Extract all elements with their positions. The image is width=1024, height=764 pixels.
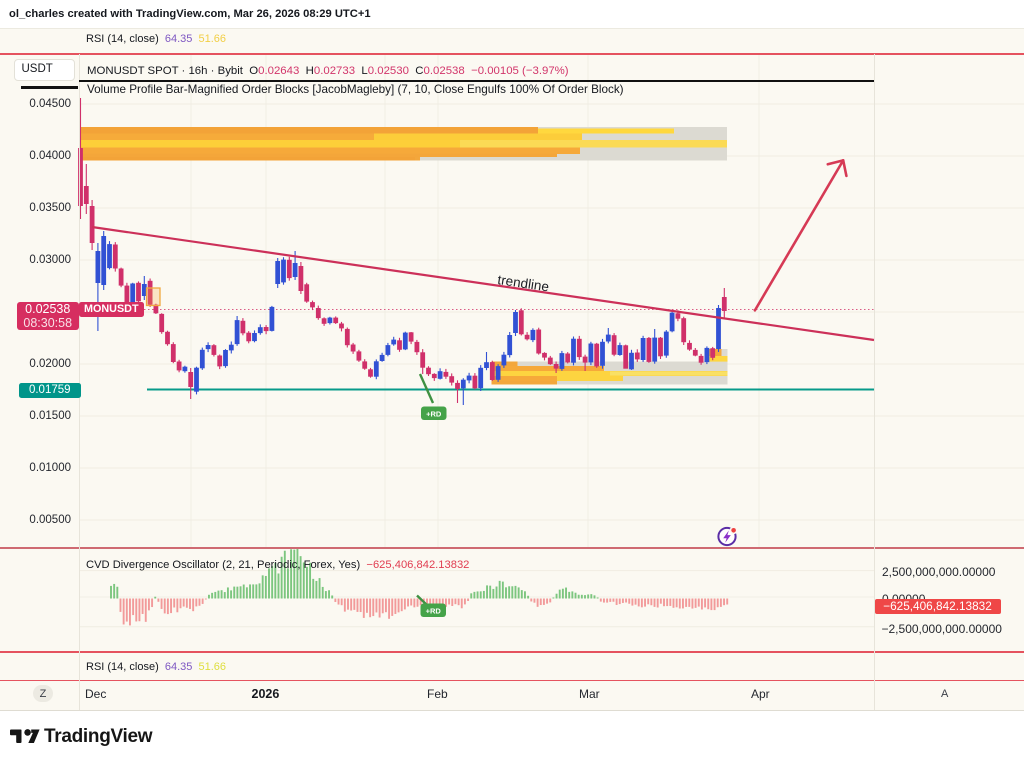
svg-text:+RD: +RD: [426, 409, 442, 418]
svg-text:+RD: +RD: [426, 606, 442, 615]
svg-text:trendline: trendline: [497, 272, 550, 294]
